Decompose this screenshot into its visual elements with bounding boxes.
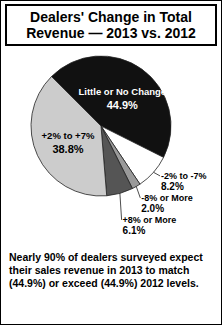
svg-text:-2% to -7%8.2%: -2% to -7%8.2% xyxy=(161,171,207,192)
html-text:Nearly 90% of dealers surveyed: Nearly 90% of dealers surveyed expect th… xyxy=(9,251,203,289)
svg-text:-8% or More2.0%: -8% or More2.0% xyxy=(141,193,193,214)
html-text:Dealers' Change in Total Reven: Dealers' Change in Total Revenue — 2013 … xyxy=(26,9,196,41)
svg-text:+2% to +7%38.8%: +2% to +7%38.8% xyxy=(42,130,95,155)
svg-text:Little or No Change44.9%: Little or No Change44.9% xyxy=(78,85,166,110)
svg-text:+8% or More6.1%: +8% or More6.1% xyxy=(123,215,177,236)
